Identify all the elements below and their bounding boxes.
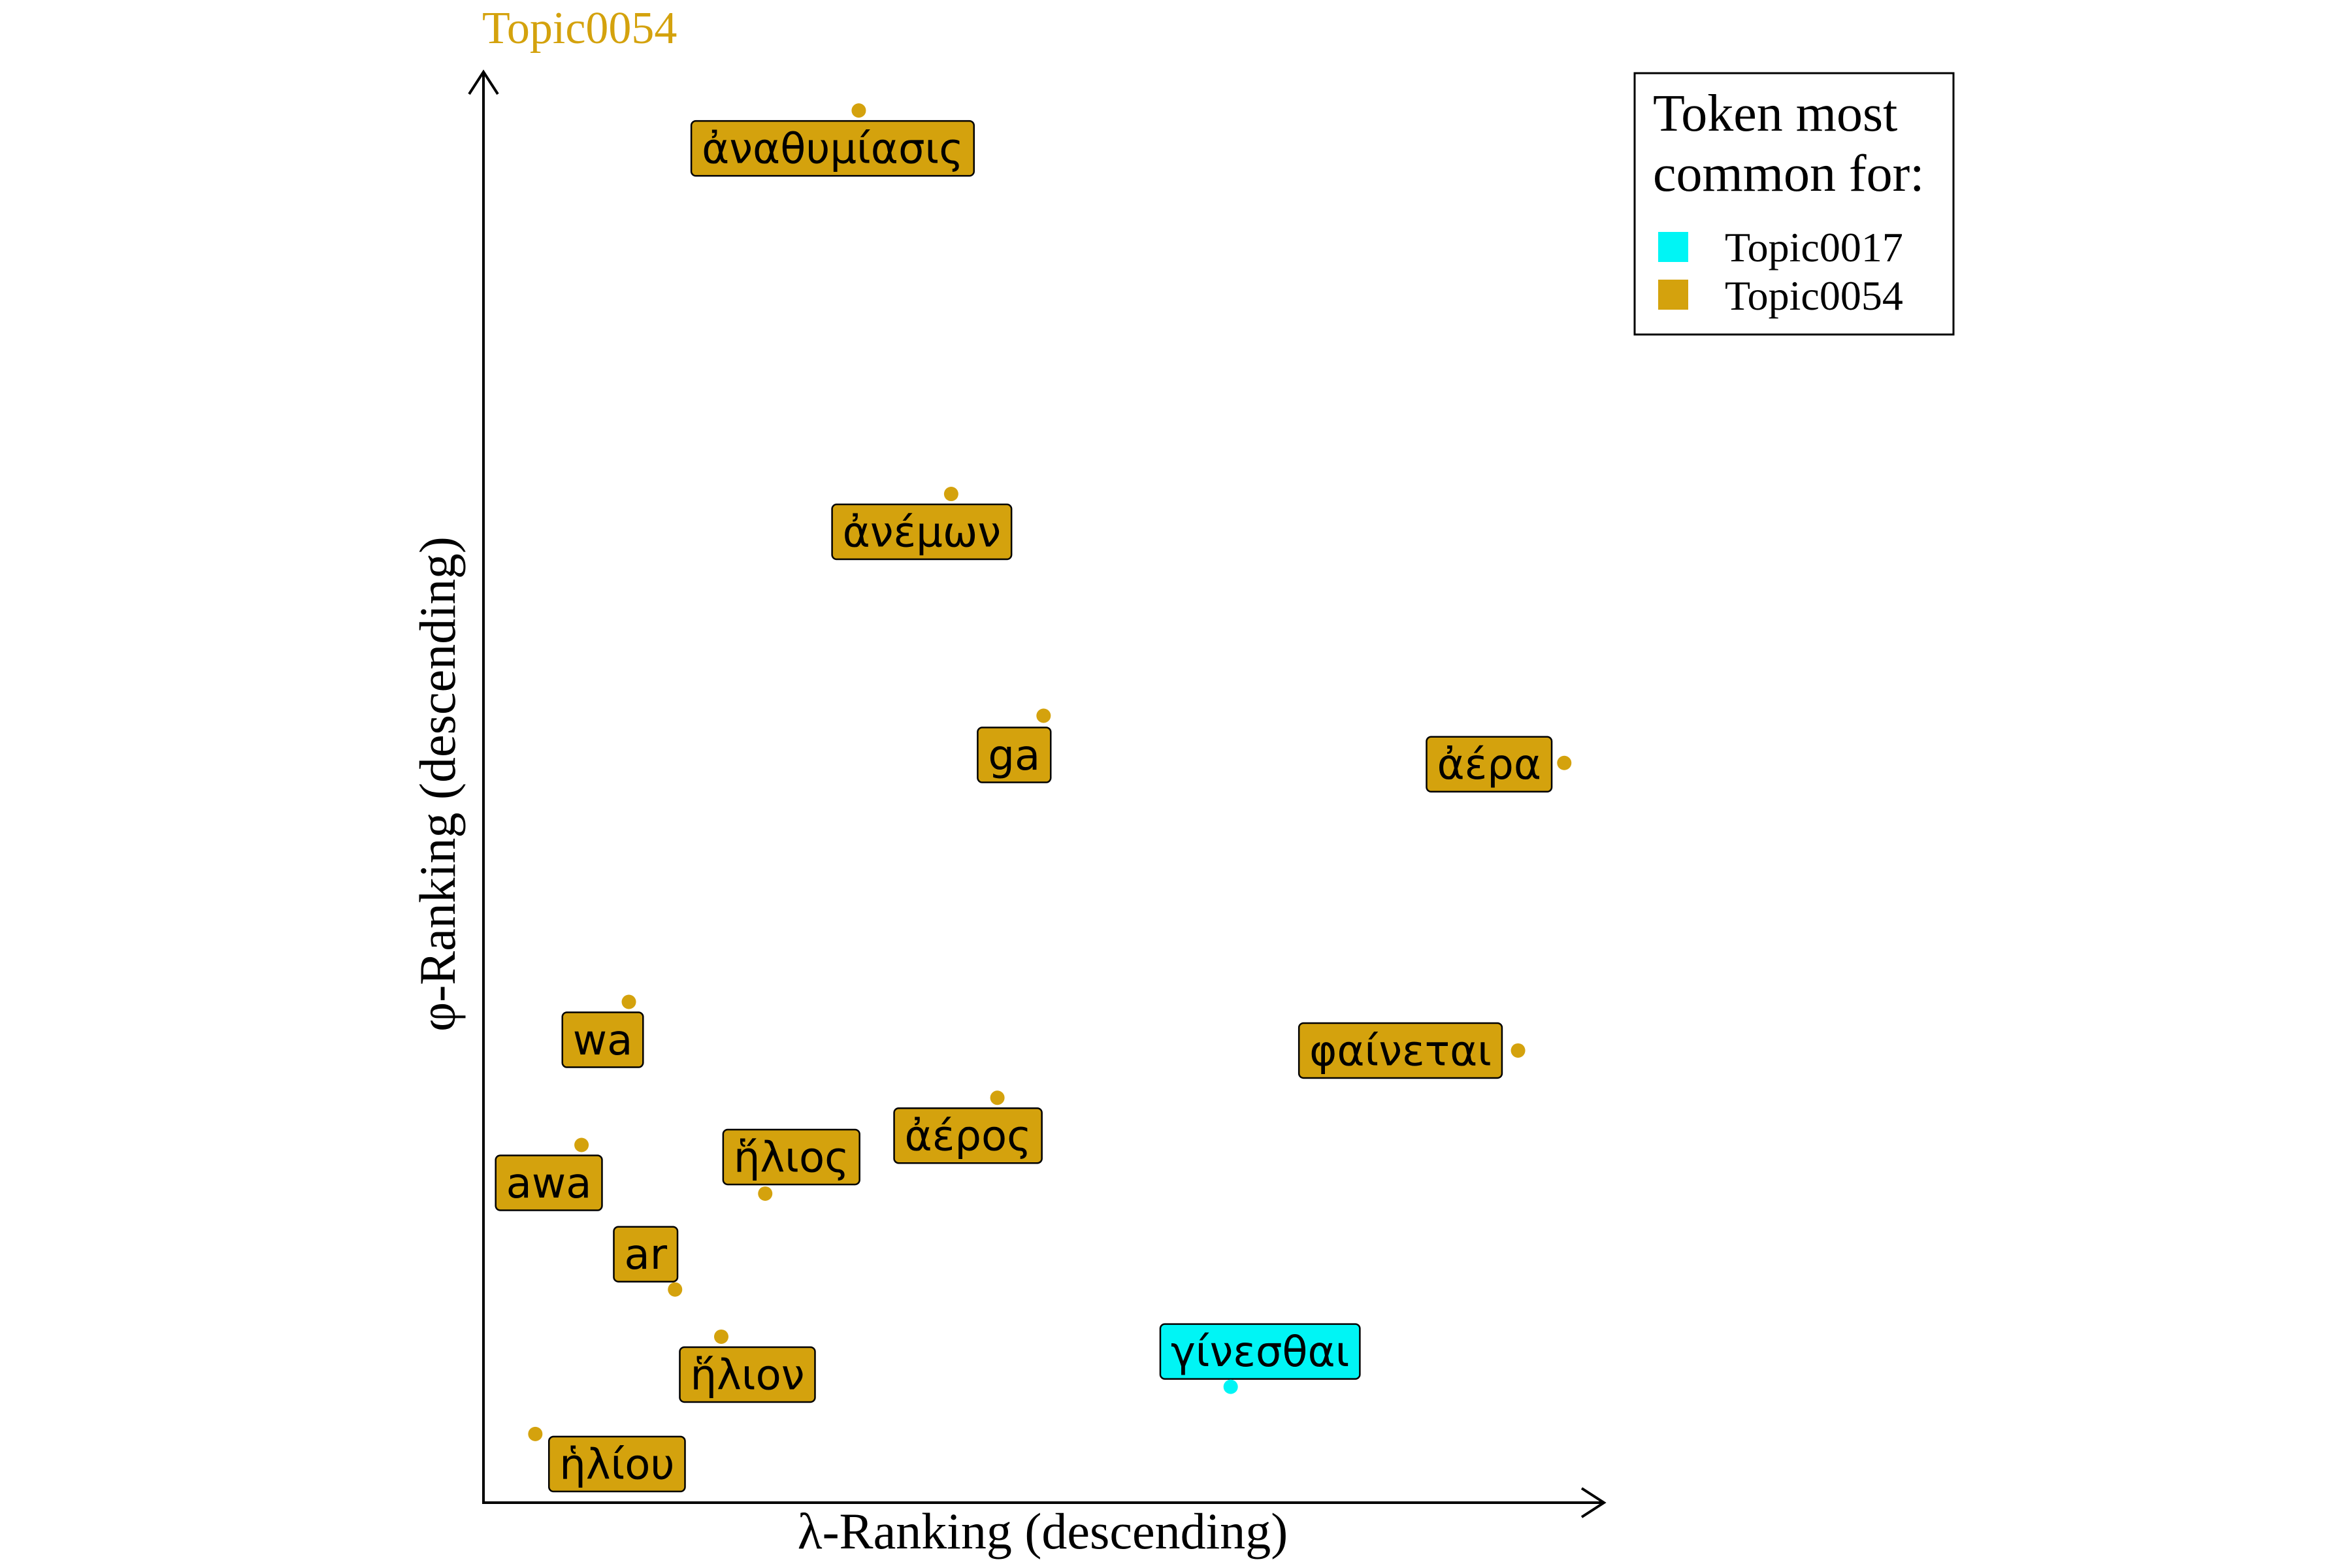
data-point	[943, 487, 958, 502]
point-group: ἀναθυμίασις	[690, 103, 975, 177]
point-label-box	[831, 503, 1013, 561]
data-point	[713, 1329, 728, 1344]
data-point	[668, 1282, 683, 1297]
point-label-box	[495, 1154, 603, 1211]
point-label-box	[561, 1011, 644, 1068]
point-label: ἥλιος	[734, 1134, 849, 1182]
point-group: γίνεσθαι	[1159, 1323, 1361, 1394]
point-label-box	[893, 1107, 1043, 1164]
data-point	[1223, 1379, 1238, 1394]
x-axis-label: λ-Ranking (descending)	[798, 1503, 1288, 1560]
data-point	[1511, 1043, 1526, 1058]
point-label: ἥλιον	[690, 1351, 804, 1399]
point-label: ἀναθυμίασις	[702, 125, 964, 174]
point-label-box	[722, 1128, 860, 1186]
legend-swatch-topic0054	[1658, 280, 1688, 310]
axes: λ-Ranking (descending) φ-Ranking (descen…	[409, 69, 1607, 1560]
point-label: ar	[624, 1231, 667, 1279]
point-label-box	[547, 1435, 686, 1493]
data-point	[758, 1186, 773, 1201]
point-label: φαίνεται	[1309, 1027, 1492, 1075]
point-group: φαίνεται	[1298, 1022, 1526, 1079]
point-label-box	[1298, 1022, 1503, 1079]
point-label: ἡλίου	[559, 1441, 674, 1489]
point-group: ἀνέμων	[831, 487, 1013, 561]
data-point	[990, 1090, 1005, 1105]
point-label: γίνεσθαι	[1171, 1328, 1349, 1377]
point-group: wa	[561, 994, 644, 1068]
legend: Token most common for: Topic0017 Topic00…	[1633, 72, 1955, 336]
point-group: ἀέρος	[893, 1090, 1043, 1164]
data-point	[1036, 708, 1051, 723]
legend-title-line-2: common for:	[1653, 145, 1924, 203]
point-label-box	[679, 1346, 816, 1403]
point-label: ἀέρα	[1437, 741, 1541, 789]
data-point	[574, 1137, 589, 1152]
legend-label-topic0054: Topic0054	[1725, 272, 1903, 319]
point-label-box	[613, 1226, 679, 1282]
data-point	[851, 103, 866, 118]
data-point	[1557, 755, 1572, 770]
point-label: ἀέρος	[905, 1113, 1032, 1161]
point-group: ἡλίου	[528, 1426, 686, 1493]
y-axis-label: φ-Ranking (descending)	[409, 536, 466, 1032]
point-group: ἥλιον	[679, 1329, 816, 1403]
data-points: ἀναθυμίασις ἀνέμων ga ἀέρα wa φαίνεται ἀέρος aw…	[495, 103, 1572, 1493]
point-label: ἀνέμων	[843, 508, 1002, 557]
point-group: ἥλιος	[722, 1128, 860, 1201]
point-group: ἀέρα	[1426, 736, 1572, 793]
point-label-box	[1159, 1323, 1361, 1380]
point-label-box	[1426, 736, 1553, 793]
chart-title: Topic0054	[482, 3, 677, 54]
data-point	[528, 1426, 543, 1441]
chart-title-group: Topic0054	[482, 3, 677, 54]
data-point	[621, 994, 636, 1009]
point-label-box	[977, 727, 1052, 783]
point-group: ga	[977, 708, 1052, 783]
point-label: ga	[988, 732, 1040, 780]
point-group: awa	[495, 1137, 603, 1211]
point-label: wa	[573, 1017, 633, 1065]
legend-swatch-topic0017	[1658, 232, 1688, 262]
point-label-box	[690, 120, 975, 177]
legend-title-line-1: Token most	[1653, 85, 1897, 142]
x-axis-arrowhead	[1580, 1487, 1607, 1518]
point-label: awa	[506, 1160, 592, 1208]
y-axis-arrowhead	[468, 69, 499, 95]
legend-label-topic0017: Topic0017	[1725, 224, 1903, 270]
point-group: ar	[613, 1226, 683, 1297]
